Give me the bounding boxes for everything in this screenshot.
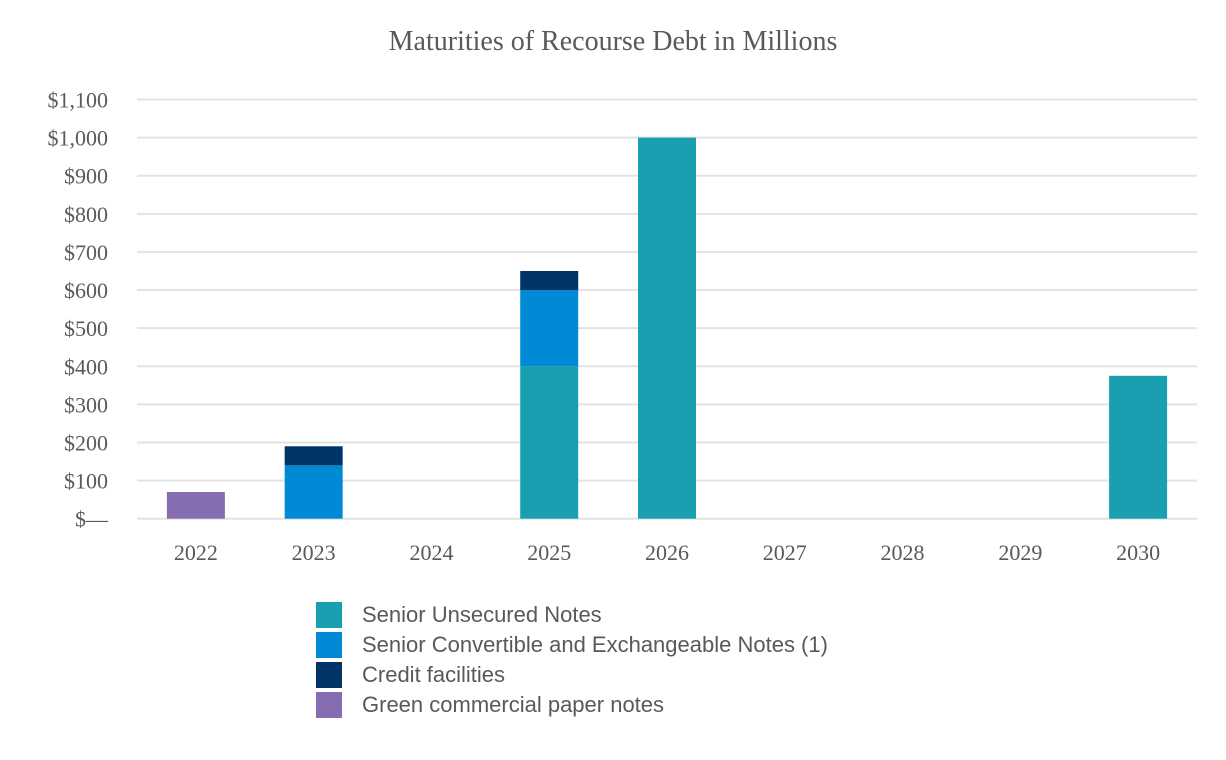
bar-segment	[166, 492, 225, 519]
y-tick-label: $—	[75, 507, 109, 532]
bar-segment	[638, 137, 696, 519]
x-tick-label: 2028	[881, 540, 925, 565]
x-tick-label: 2023	[292, 540, 336, 565]
chart-plot: $— $100 $200 $300 $400 $500 $600 $700 $800 $900 $1…	[48, 88, 1197, 565]
x-tick-label: 2027	[763, 540, 807, 565]
legend-item: Credit facilities	[316, 660, 828, 690]
y-tick-label: $500	[64, 316, 108, 341]
x-tick-label: 2024	[409, 540, 453, 565]
legend-swatch	[316, 602, 342, 628]
y-tick-label: $700	[64, 240, 108, 265]
y-tick-label: $600	[64, 278, 108, 303]
y-tick-label: $100	[64, 469, 108, 494]
bar-segment	[520, 290, 579, 367]
bar-segment	[520, 270, 579, 291]
bar-segment	[284, 465, 343, 519]
legend-item: Senior Convertible and Exchangeable Note…	[316, 630, 828, 660]
y-tick-label: $300	[64, 392, 108, 417]
x-tick-label: 2022	[174, 540, 218, 565]
y-tick-label: $900	[64, 164, 108, 189]
x-tick-label: 2026	[645, 540, 689, 565]
x-tick-label: 2030	[1116, 540, 1160, 565]
y-tick-label: $1,100	[48, 88, 109, 113]
legend: Senior Unsecured Notes Senior Convertible…	[316, 600, 828, 720]
y-tick-label: $400	[64, 354, 108, 379]
legend-label: Senior Unsecured Notes	[362, 602, 602, 627]
legend-item: Green commercial paper notes	[316, 690, 828, 720]
legend-item: Senior Unsecured Notes	[316, 600, 828, 630]
y-tick-label: $1,000	[48, 126, 109, 151]
legend-swatch	[316, 692, 342, 718]
chart-title: Maturities of Recourse Debt in Millions	[388, 26, 838, 57]
y-tick-label: $200	[64, 430, 108, 455]
y-tick-label: $800	[64, 202, 108, 227]
legend-swatch	[316, 662, 342, 688]
x-tick-label: 2025	[527, 540, 571, 565]
bar-segment	[1109, 375, 1168, 519]
bar-segment	[520, 366, 579, 519]
bar-segment	[284, 446, 343, 466]
legend-label: Credit facilities	[362, 662, 506, 687]
legend-label: Senior Convertible and Exchangeable Note…	[362, 632, 828, 657]
legend-swatch	[316, 632, 342, 658]
x-tick-label: 2029	[998, 540, 1042, 565]
legend-label: Green commercial paper notes	[362, 692, 665, 717]
